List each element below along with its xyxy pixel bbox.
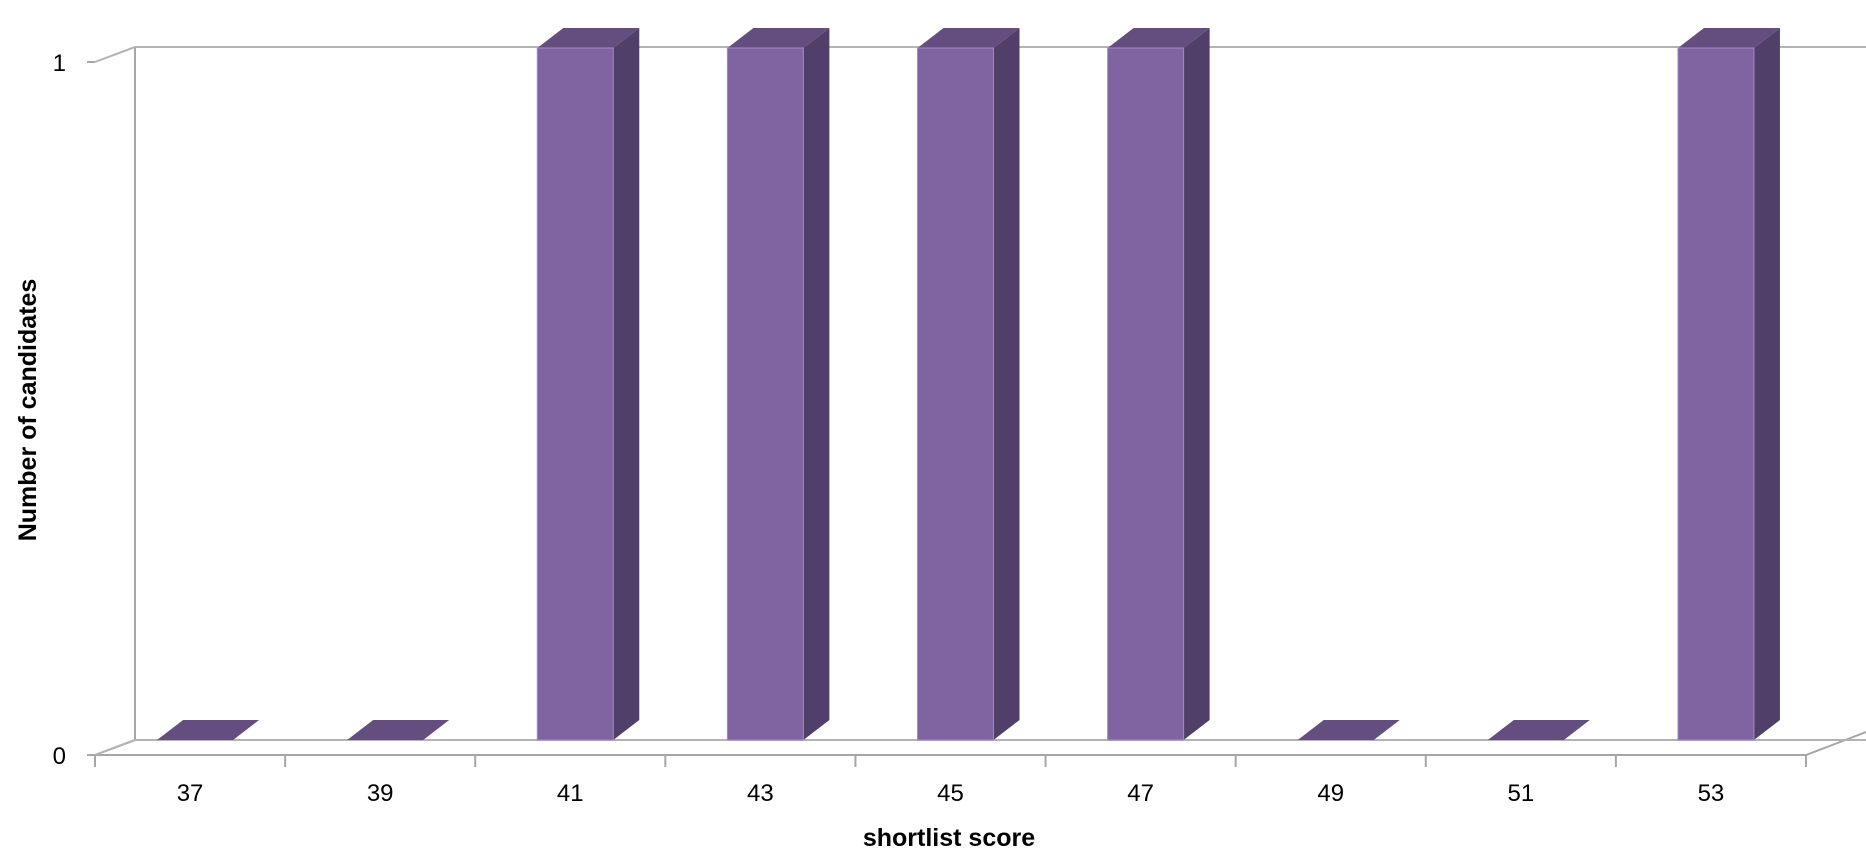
gridline <box>94 46 1866 63</box>
bar <box>726 47 804 741</box>
bar-top <box>537 28 640 48</box>
bar <box>917 47 994 741</box>
x-tick-label: 39 <box>367 780 394 807</box>
bar <box>1107 47 1185 741</box>
bar-side <box>993 28 1020 740</box>
x-axis-title: shortlist score <box>863 824 1035 852</box>
bar-zero <box>1297 720 1400 740</box>
x-tick-label: 43 <box>747 780 774 807</box>
x-tick-labels: 37 39 41 43 45 47 49 51 53 <box>177 780 1725 807</box>
bar-side <box>803 28 830 740</box>
bar-top <box>917 28 1020 48</box>
bar-zero <box>1487 720 1590 740</box>
bar <box>536 47 614 741</box>
bar-side <box>613 28 640 740</box>
y-tick-label: 1 <box>53 50 66 77</box>
x-tick-label: 41 <box>557 780 584 807</box>
bar-side <box>1753 28 1780 740</box>
x-tick-label: 53 <box>1698 780 1725 807</box>
bar-zero <box>157 720 260 740</box>
back-wall-left-edge <box>94 47 136 756</box>
bar-top <box>727 28 830 48</box>
x-tick-label: 45 <box>937 780 964 807</box>
y-tick-label: 0 <box>53 743 66 770</box>
x-tick-label: 47 <box>1127 780 1154 807</box>
y-tick-labels: 01 <box>53 50 66 770</box>
gridline <box>94 739 1866 756</box>
x-tick-label: 37 <box>177 780 204 807</box>
bars <box>157 28 1780 741</box>
axis-ticks <box>87 61 1807 767</box>
x-tick-label: 49 <box>1317 780 1344 807</box>
bar <box>1677 47 1755 741</box>
bar-top <box>1677 28 1780 48</box>
bar-zero <box>347 720 450 740</box>
y-axis-title: Number of candidates <box>14 279 42 542</box>
bar-top <box>1107 28 1210 48</box>
bar-side <box>1183 28 1210 740</box>
x-tick-label: 51 <box>1507 780 1534 807</box>
